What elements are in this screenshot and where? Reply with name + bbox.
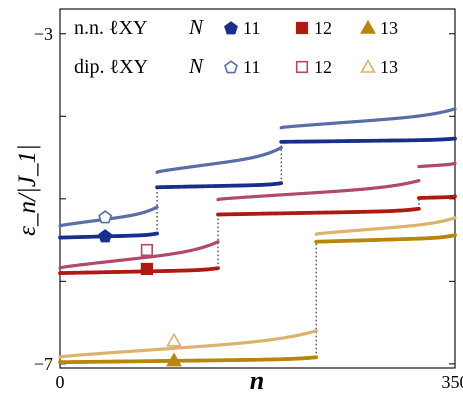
data-point-dip_12-0-140 — [216, 240, 220, 244]
marker-nn_13 — [166, 352, 182, 367]
legend-marker-dip_11 — [224, 60, 238, 74]
legend-entry-nn_12: 12 — [314, 18, 332, 38]
series-dip_12 — [58, 161, 457, 270]
data-point-dip_11-0-86 — [155, 205, 159, 209]
legend-marker-nn_11 — [224, 21, 238, 35]
series-dip_13 — [58, 216, 457, 359]
legend-row-label-1: dip. ℓXY — [74, 56, 148, 78]
legend-N-label-0: N — [188, 15, 204, 39]
marker-dip_11 — [98, 210, 113, 224]
plot-frame — [59, 8, 456, 369]
y-tick-label-1: −7 — [34, 354, 53, 374]
legend-marker-dip_13 — [360, 58, 376, 73]
data-point-nn_12-2-350 — [453, 194, 457, 199]
data-point-nn_13-0-227 — [314, 355, 319, 360]
data-point-dip_12-1-318 — [417, 179, 421, 183]
data-point-nn_12-0-140 — [216, 266, 220, 271]
legend-entry-dip_11: 11 — [243, 57, 260, 77]
y-tick-label-0: −3 — [34, 24, 53, 44]
marker-nn_12 — [140, 262, 154, 276]
data-point-nn_11-2-350 — [453, 136, 457, 141]
series-nn_11 — [58, 136, 457, 240]
data-point-dip_11-1-196 — [279, 146, 283, 150]
legend-row-label-0: n.n. ℓXY — [74, 17, 147, 39]
series-markers — [98, 210, 182, 367]
legend-entry-dip_13: 13 — [380, 57, 398, 77]
data-point-nn_11-1-196 — [279, 181, 284, 186]
legend-marker-nn_13 — [360, 19, 376, 34]
series-dip_11 — [58, 107, 457, 228]
data-point-nn_13-1-350 — [453, 233, 457, 238]
series-nn_13 — [58, 233, 457, 365]
data-point-dip_12-2-350 — [453, 161, 457, 165]
x-tick-label-0: 0 — [56, 372, 65, 392]
data-point-nn_11-0-86 — [155, 231, 159, 236]
data-points — [58, 107, 457, 365]
x-tick-labels: 0 350 — [56, 372, 463, 392]
legend: n.n. ℓXY N 11 12 13 dip. ℓXY N 11 12 13 — [74, 15, 398, 78]
data-point-dip_13-1-350 — [453, 216, 457, 220]
marker-dip_12 — [140, 243, 154, 257]
data-point-dip_11-2-350 — [453, 107, 457, 111]
data-point-dip_13-0-227 — [314, 329, 318, 333]
series-nn_12 — [58, 194, 457, 275]
legend-marker-dip_12 — [295, 60, 309, 74]
x-axis-label: n — [250, 366, 264, 394]
legend-entry-dip_12: 12 — [314, 57, 332, 77]
legend-N-label-1: N — [188, 54, 204, 78]
y-tick-labels: −3 −7 — [34, 24, 53, 374]
legend-entry-nn_13: 13 — [380, 18, 398, 38]
x-tick-label-1: 350 — [442, 372, 463, 392]
legend-entry-nn_11: 11 — [243, 18, 260, 38]
y-axis-label: ε_n/|J_1| — [14, 144, 41, 236]
marker-nn_11 — [98, 229, 113, 243]
marker-dip_13 — [166, 332, 182, 347]
legend-marker-nn_12 — [295, 21, 309, 35]
data-point-nn_12-1-318 — [416, 206, 421, 211]
